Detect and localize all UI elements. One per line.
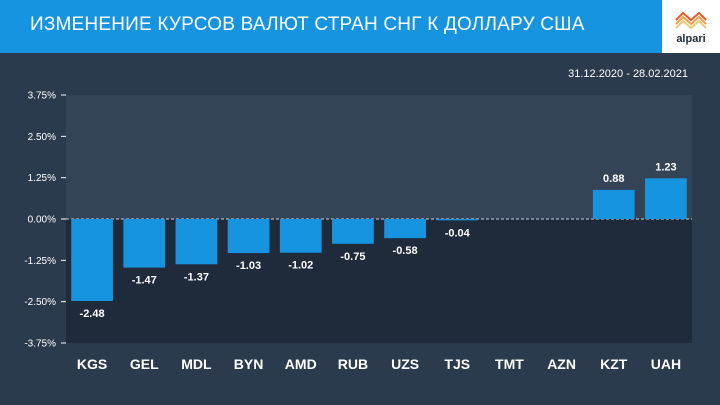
bar-kgs — [71, 219, 113, 302]
x-tick-label-uzs: UZS — [391, 356, 419, 372]
data-label-mdl: -1.37 — [184, 271, 209, 283]
bar-kzt — [592, 189, 635, 219]
bar-uah — [645, 178, 687, 219]
x-tick-label-uah: UAH — [651, 356, 681, 372]
data-label-byn: -1.03 — [236, 260, 261, 272]
data-label-gel: -1.47 — [132, 275, 157, 287]
logo: alpari — [662, 0, 720, 53]
y-tick-label: -1.25% — [24, 256, 56, 267]
x-tick-label-gel: GEL — [130, 356, 159, 372]
bar-amd — [279, 219, 322, 253]
bar-mdl — [175, 219, 218, 265]
plot-area-positive — [66, 95, 692, 219]
x-tick-label-rub: RUB — [338, 356, 368, 372]
x-tick-label-kgs: KGS — [77, 356, 107, 372]
bar-gel — [123, 219, 166, 268]
data-label-kgs: -2.48 — [80, 308, 105, 320]
x-tick-label-kzt: KZT — [600, 356, 628, 372]
logo-text: alpari — [676, 33, 706, 45]
y-tick-label: 2.50% — [28, 132, 56, 143]
y-tick-label: -3.75% — [24, 339, 56, 350]
bar-rub — [332, 219, 374, 244]
x-tick-label-tjs: TJS — [444, 356, 470, 372]
x-tick-label-amd: AMD — [285, 356, 317, 372]
y-tick-label: 3.75% — [28, 91, 56, 102]
bar-tjs — [436, 219, 479, 221]
plot-area-negative — [66, 219, 692, 343]
x-tick-label-byn: BYN — [234, 356, 264, 372]
alpari-logo-icon — [675, 11, 707, 30]
y-tick-label: -2.50% — [24, 297, 56, 308]
header-bar: ИЗМЕНЕНИЕ КУРСОВ ВАЛЮТ СТРАН СНГ К ДОЛЛА… — [0, 0, 720, 53]
data-label-uah: 1.23 — [655, 161, 676, 173]
data-label-rub: -0.75 — [340, 251, 365, 263]
bar-byn — [227, 219, 270, 254]
data-label-tjs: -0.04 — [445, 227, 471, 239]
bar-uzs — [384, 219, 426, 239]
date-range: 31.12.2020 - 28.02.2021 — [568, 68, 688, 80]
x-tick-label-mdl: MDL — [181, 356, 212, 372]
y-tick-label: 0.00% — [28, 215, 56, 226]
x-tick-label-azn: AZN — [547, 356, 576, 372]
data-label-amd: -1.02 — [288, 260, 313, 272]
x-tick-label-tmt: TMT — [495, 356, 524, 372]
data-label-uzs: -0.58 — [393, 245, 418, 257]
page-title: ИЗМЕНЕНИЕ КУРСОВ ВАЛЮТ СТРАН СНГ К ДОЛЛА… — [30, 14, 585, 35]
data-label-kzt: 0.88 — [603, 173, 624, 185]
y-tick-label: 1.25% — [28, 173, 56, 184]
